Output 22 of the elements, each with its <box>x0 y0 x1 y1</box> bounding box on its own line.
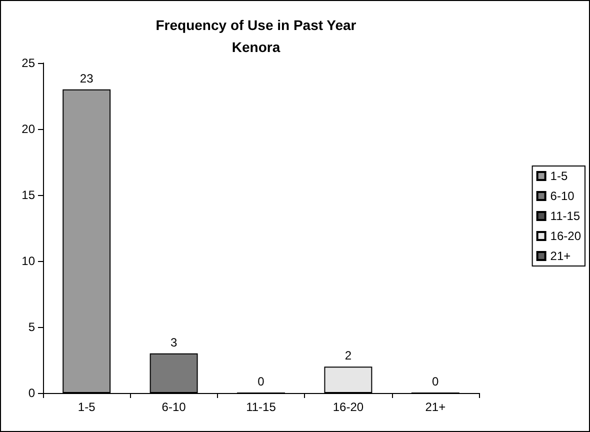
x-tick-label: 1-5 <box>78 400 96 414</box>
data-label: 2 <box>344 348 352 363</box>
y-tick-label: 0 <box>28 386 36 400</box>
legend-label: 11-15 <box>550 209 580 223</box>
data-label: 0 <box>258 374 265 388</box>
legend-label: 6-10 <box>550 189 575 203</box>
x-tick-label: 6-10 <box>162 400 186 414</box>
legend-label: 21+ <box>550 249 571 263</box>
y-tick-label: 10 <box>22 254 36 268</box>
x-tick-label: 11-15 <box>246 400 276 414</box>
y-tick-label: 25 <box>22 56 36 70</box>
data-label: 0 <box>432 374 440 388</box>
y-tick-label: 5 <box>28 320 36 334</box>
legend-label: 1-5 <box>550 169 568 183</box>
x-tick-label: 21+ <box>425 400 446 414</box>
chart-title: Frequency of Use in Past Year Kenora <box>156 17 357 55</box>
y-tick-label: 20 <box>22 122 36 136</box>
x-tick-label: 16-20 <box>332 400 364 414</box>
y-tick-label: 15 <box>22 188 36 202</box>
data-label: 23 <box>80 71 94 86</box>
legend-label: 16-20 <box>550 229 582 243</box>
data-label: 3 <box>170 335 178 350</box>
